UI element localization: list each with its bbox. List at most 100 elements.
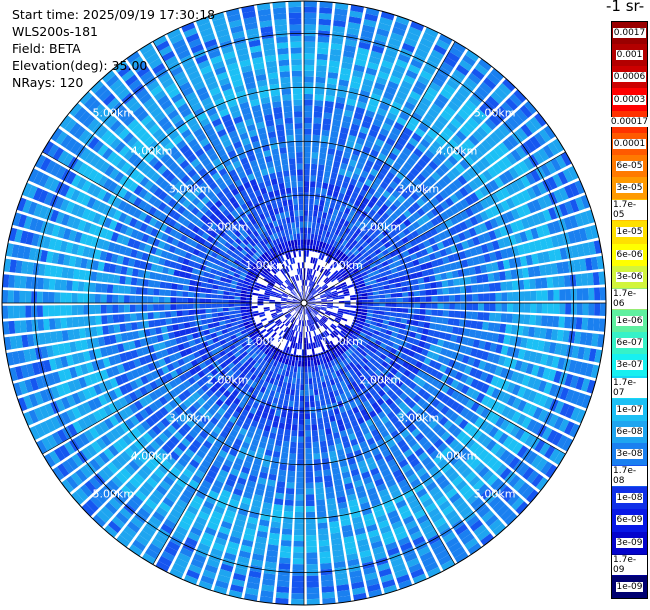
range-bin — [310, 268, 313, 275]
range-bin — [340, 67, 352, 76]
range-bin — [547, 369, 557, 382]
range-bin — [540, 277, 548, 289]
range-bin — [124, 285, 131, 294]
range-bin — [353, 332, 360, 338]
range-bin — [224, 319, 232, 324]
range-bin — [501, 303, 508, 312]
range-bin — [324, 278, 330, 284]
range-bin — [385, 269, 393, 276]
range-bin — [323, 469, 332, 477]
range-bin — [412, 211, 421, 220]
range-bin — [389, 75, 402, 85]
range-bin — [106, 314, 114, 324]
range-bin — [329, 275, 336, 281]
range-bin — [376, 107, 388, 117]
range-bin — [540, 163, 552, 177]
range-bin — [384, 311, 391, 316]
range-bin — [582, 347, 591, 361]
range-bin — [341, 284, 348, 289]
range-bin — [340, 465, 350, 474]
range-bin — [431, 243, 440, 252]
range-bin — [7, 290, 14, 303]
range-bin — [291, 359, 295, 367]
range-bin — [383, 284, 390, 290]
range-bin — [316, 265, 321, 271]
range-bin — [300, 372, 304, 379]
range-bin — [513, 233, 523, 244]
range-bin — [316, 334, 321, 341]
range-bin — [211, 308, 218, 313]
range-bin — [576, 392, 586, 407]
range-bin — [386, 216, 394, 225]
range-bin — [389, 515, 401, 525]
range-bin — [357, 265, 364, 271]
range-bin — [296, 378, 300, 385]
range-bin — [332, 294, 338, 297]
range-bin — [281, 446, 289, 454]
range-bin — [431, 388, 441, 398]
range-bin — [377, 411, 386, 420]
range-bin — [319, 241, 324, 248]
range-bin — [331, 290, 337, 294]
range-bin — [368, 98, 380, 108]
range-bin — [217, 294, 224, 299]
range-bin — [535, 458, 548, 472]
range-bin — [353, 425, 361, 433]
range-bin — [373, 433, 383, 442]
range-bin — [336, 382, 342, 390]
range-bin — [344, 207, 351, 215]
range-bin — [390, 221, 399, 230]
range-bin — [437, 115, 449, 126]
range-bin — [246, 294, 253, 298]
range-bin — [417, 277, 425, 284]
range-bin — [538, 128, 551, 143]
range-bin — [300, 378, 304, 385]
range-bin — [559, 387, 570, 401]
range-bin — [467, 72, 481, 85]
range-bin — [328, 317, 335, 322]
range-bin — [317, 364, 322, 371]
range-bin — [442, 287, 449, 295]
range-bin — [211, 312, 218, 318]
range-bin — [183, 322, 191, 329]
range-bin — [463, 183, 474, 194]
range-bin — [383, 473, 394, 483]
range-bin — [295, 354, 299, 361]
range-bin — [320, 254, 325, 261]
range-bin — [425, 502, 437, 514]
range-bin — [135, 313, 143, 321]
range-bin — [391, 101, 403, 111]
range-bin — [314, 316, 319, 322]
range-bin — [314, 323, 319, 329]
range-bin — [300, 384, 304, 391]
range-bin — [367, 306, 374, 310]
range-bin — [355, 533, 368, 542]
range-bin — [465, 285, 473, 293]
range-bin — [544, 445, 556, 459]
range-bin — [276, 481, 286, 488]
range-bin — [349, 570, 362, 578]
range-bin — [336, 275, 343, 281]
range-bin — [312, 354, 317, 361]
range-bin — [353, 521, 365, 530]
range-bin — [14, 320, 21, 334]
range-bin — [234, 310, 241, 314]
range-bin — [316, 376, 321, 384]
range-bin — [304, 105, 313, 112]
range-bin — [348, 209, 356, 217]
range-bin — [489, 251, 497, 262]
range-bin — [305, 471, 314, 478]
range-bin — [289, 394, 295, 402]
range-bin — [505, 183, 516, 196]
range-bin — [374, 385, 382, 393]
range-bin — [372, 503, 384, 513]
range-bin — [483, 312, 490, 321]
range-bin — [529, 135, 542, 149]
range-bin — [491, 240, 500, 251]
range-bin — [341, 62, 353, 70]
range-bin — [450, 167, 461, 178]
range-bin — [313, 263, 317, 270]
range-bin — [304, 134, 312, 141]
range-bin — [304, 47, 315, 54]
